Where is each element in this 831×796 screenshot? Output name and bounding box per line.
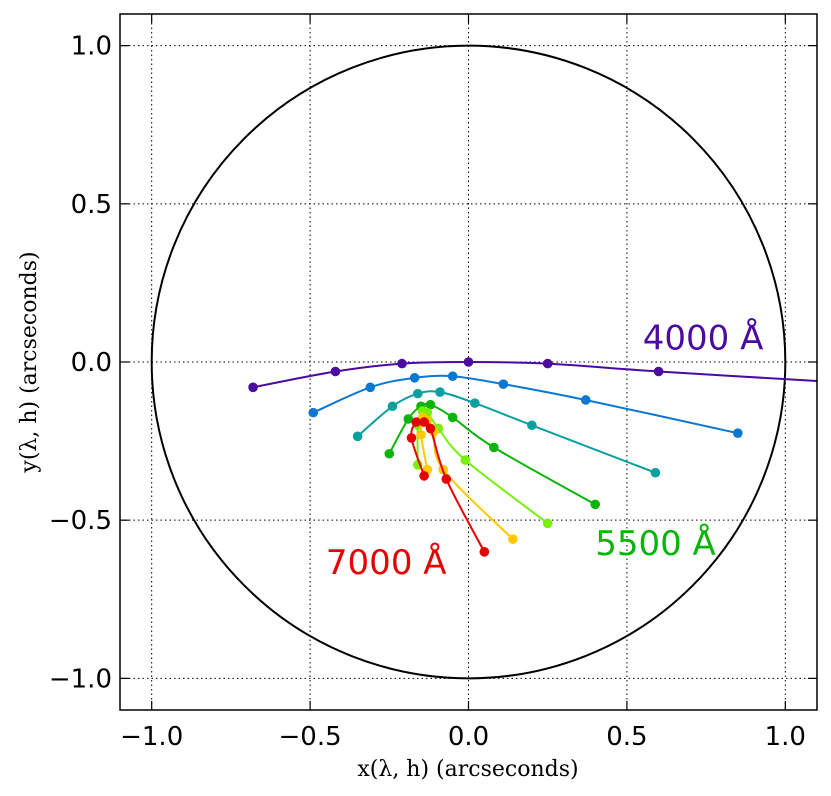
data-point — [732, 428, 743, 438]
data-point — [498, 379, 509, 389]
x-axis-label: x(λ, h) (arcseconds) — [357, 757, 578, 782]
data-point — [308, 407, 319, 418]
unit-circle-layer — [150, 44, 787, 680]
y-tick-label: −1.0 — [49, 664, 112, 694]
data-point — [411, 417, 422, 427]
data-point — [330, 366, 341, 377]
data-point — [542, 518, 553, 529]
data-point — [387, 401, 398, 412]
series-group — [352, 387, 661, 478]
data-point — [248, 382, 258, 393]
series-group — [308, 371, 743, 438]
series-group — [406, 417, 490, 557]
data-point — [425, 423, 436, 434]
data-point — [409, 373, 420, 383]
unit-circle — [150, 44, 787, 680]
data-point — [447, 412, 458, 423]
data-point — [542, 358, 553, 369]
data-point — [384, 448, 395, 459]
y-tick-label: 0.0 — [71, 348, 112, 378]
series-group — [248, 357, 817, 393]
data-point — [425, 399, 436, 410]
data-point — [397, 358, 407, 369]
data-point — [650, 467, 661, 478]
data-point — [470, 398, 480, 408]
data-point — [479, 547, 490, 557]
x-tick-label: 1.0 — [765, 722, 806, 752]
data-point — [463, 357, 474, 367]
y-tick-label: −0.5 — [49, 506, 112, 536]
data-point — [416, 429, 426, 440]
annotations: 4000 Å 5500 Å 7000 Å — [326, 317, 763, 583]
data-point — [419, 471, 429, 481]
data-point — [590, 499, 601, 510]
data-point — [580, 395, 591, 405]
data-point — [447, 371, 458, 382]
data-point — [365, 382, 376, 393]
x-tick-label: −1.0 — [120, 722, 183, 752]
x-tick-label: −0.5 — [279, 722, 342, 752]
y-tick-label: 0.5 — [71, 190, 112, 220]
x-tick-label: 0.5 — [606, 722, 647, 752]
data-point — [489, 442, 499, 453]
data-point — [413, 388, 423, 399]
data-point — [653, 366, 664, 377]
x-tick-label: 0.0 — [448, 722, 489, 752]
y-axis-label: y(λ, h) (arcseconds) — [17, 251, 42, 473]
y-tick-label: 1.0 — [71, 32, 112, 62]
wavelength-label: 4000 Å — [643, 317, 764, 358]
data-point — [527, 420, 537, 431]
series-layer — [248, 357, 817, 557]
data-point — [419, 417, 429, 427]
ticks: −1.0 −0.5 0.0 0.5 1.0 1.0 0.5 0.0 −0.5 −1.0 — [49, 14, 817, 752]
wavelength-label: 5500 Å — [595, 523, 716, 564]
data-point — [460, 455, 471, 465]
data-point — [403, 414, 414, 424]
data-point — [508, 534, 518, 544]
data-point — [441, 474, 452, 484]
data-point — [435, 387, 445, 397]
data-point — [406, 433, 417, 443]
data-point — [352, 431, 363, 442]
wavelength-label: 7000 Å — [326, 542, 447, 583]
